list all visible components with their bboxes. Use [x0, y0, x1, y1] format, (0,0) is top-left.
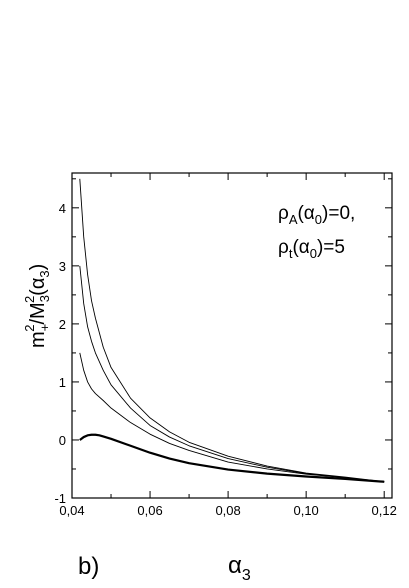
- y-axis-label: m+2/M32(α3): [22, 264, 52, 348]
- x-tick-label: 0,12: [372, 503, 397, 518]
- series-line-2: [79, 352, 385, 483]
- plot-frame: [71, 172, 393, 499]
- y-tick-label: 0: [59, 433, 66, 448]
- x-axis-label: α3: [228, 552, 251, 584]
- annotation-line-2: ρt(α0)=5: [278, 237, 345, 261]
- ticks-layer: 0,04 0,06 0,08 0,10 0,12 -1 0 1 2 3 4: [54, 173, 397, 518]
- annotation-line-1: ρA(α0)=0,: [278, 203, 355, 227]
- series-layer: [79, 178, 385, 483]
- series-line-3: [79, 265, 385, 483]
- panel-label: b): [78, 553, 99, 580]
- y-tick-label: -1: [54, 491, 66, 506]
- y-tick-label: 3: [59, 259, 66, 274]
- y-tick-label: 1: [59, 375, 66, 390]
- x-tick-label: 0,06: [137, 503, 162, 518]
- y-tick-label: 4: [59, 201, 66, 216]
- x-tick-label: 0,04: [59, 503, 84, 518]
- series-line-4: [79, 178, 385, 483]
- series-line-1: [79, 433, 385, 483]
- y-tick-label: 2: [59, 317, 66, 332]
- x-tick-label: 0,10: [293, 503, 318, 518]
- x-tick-label: 0,08: [215, 503, 240, 518]
